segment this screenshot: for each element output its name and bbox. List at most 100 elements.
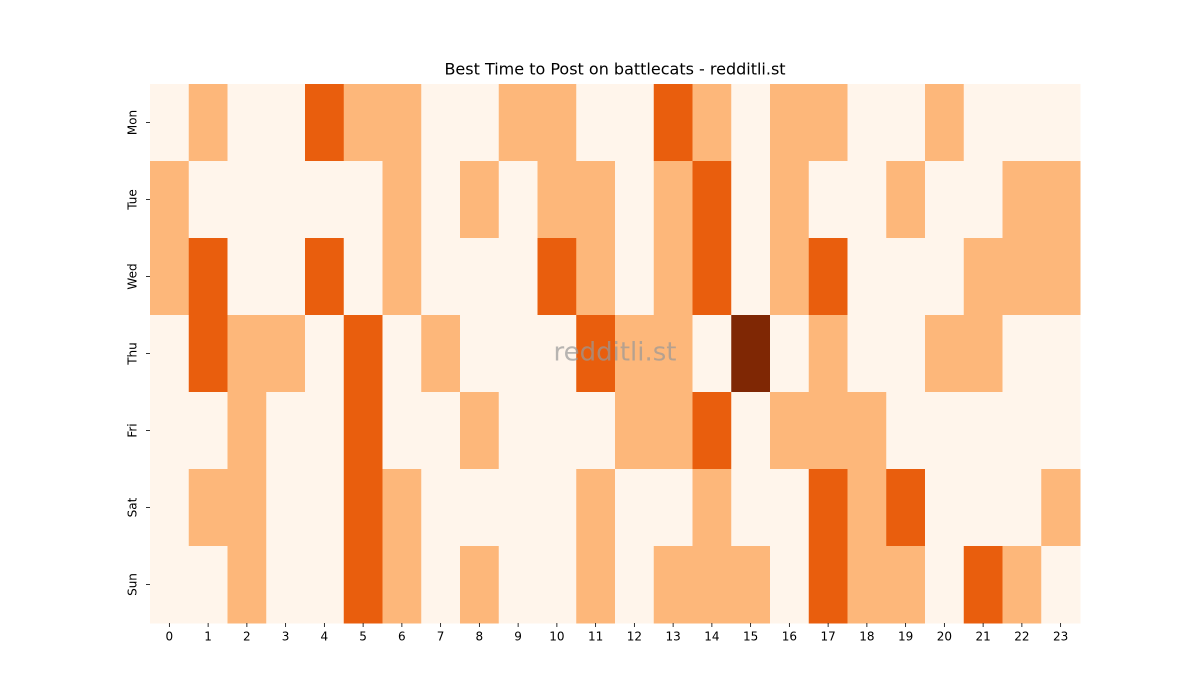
heatmap-cell <box>1041 546 1081 624</box>
heatmap-cell <box>1041 238 1081 316</box>
heatmap-cell <box>305 392 345 470</box>
heatmap-cell <box>576 315 616 393</box>
heatmap-cell <box>537 84 577 162</box>
heatmap-cell <box>343 238 383 316</box>
heatmap-cell <box>1041 161 1081 239</box>
x-tick-label: 18 <box>859 630 874 644</box>
heatmap-cell <box>305 315 345 393</box>
x-tick-label: 6 <box>398 630 406 644</box>
heatmap-cell <box>305 161 345 239</box>
heatmap-cell <box>847 469 887 547</box>
heatmap-cell <box>460 84 500 162</box>
heatmap-cell <box>227 315 267 393</box>
x-tick-label: 16 <box>782 630 797 644</box>
heatmap-cell <box>692 469 732 547</box>
y-tick-label: Tue <box>126 189 140 211</box>
heatmap-cell <box>886 469 926 547</box>
heatmap-cell <box>808 84 848 162</box>
heatmap-cell <box>925 469 965 547</box>
heatmap-cell <box>188 161 228 239</box>
x-tick-label: 10 <box>549 630 564 644</box>
heatmap-cell <box>847 392 887 470</box>
x-tick-label: 5 <box>359 630 367 644</box>
heatmap-cell <box>227 84 267 162</box>
heatmap-cell <box>886 546 926 624</box>
heatmap-cell <box>150 238 190 316</box>
heatmap-cell <box>266 469 306 547</box>
heatmap-cell <box>808 546 848 624</box>
x-tick-label: 2 <box>243 630 251 644</box>
chart-title: Best Time to Post on battlecats - reddit… <box>444 60 785 79</box>
y-tick-label: Thu <box>126 342 140 366</box>
heatmap-cell <box>188 546 228 624</box>
x-tick-label: 4 <box>321 630 329 644</box>
heatmap-cell <box>227 392 267 470</box>
heatmap-cell <box>925 84 965 162</box>
heatmap-cell <box>421 161 461 239</box>
x-tick-label: 19 <box>898 630 913 644</box>
heatmap-cell <box>886 84 926 162</box>
heatmap-cell <box>770 238 810 316</box>
heatmap-cell <box>925 546 965 624</box>
heatmap-cell <box>731 161 771 239</box>
heatmap-cell <box>847 238 887 316</box>
heatmap-cell <box>925 161 965 239</box>
heatmap-cell <box>692 238 732 316</box>
heatmap-cell <box>1002 392 1042 470</box>
heatmap-cell <box>770 469 810 547</box>
heatmap-cell <box>808 469 848 547</box>
heatmap-cell <box>692 161 732 239</box>
heatmap-cell <box>653 392 693 470</box>
heatmap-cell <box>731 315 771 393</box>
heatmap-cell <box>847 161 887 239</box>
heatmap-cell <box>421 546 461 624</box>
y-tick-label: Wed <box>126 263 140 289</box>
heatmap-cell <box>227 469 267 547</box>
heatmap-cell <box>343 469 383 547</box>
heatmap-cell <box>808 392 848 470</box>
x-tick-label: 23 <box>1053 630 1068 644</box>
heatmap-cell <box>653 84 693 162</box>
heatmap-cell <box>576 469 616 547</box>
heatmap-cell <box>615 84 655 162</box>
heatmap-cell <box>537 315 577 393</box>
heatmap-cell <box>498 315 538 393</box>
heatmap-cell <box>537 546 577 624</box>
y-tick-label: Mon <box>126 110 140 135</box>
heatmap-cell <box>343 546 383 624</box>
heatmap-cell <box>498 469 538 547</box>
heatmap-cell <box>731 469 771 547</box>
heatmap-cell <box>731 546 771 624</box>
heatmap-cell <box>615 238 655 316</box>
heatmap-cell <box>1002 84 1042 162</box>
heatmap-cell <box>266 315 306 393</box>
heatmap-cell <box>1002 315 1042 393</box>
heatmap-cell <box>382 469 422 547</box>
heatmap-cell <box>460 469 500 547</box>
heatmap-cell <box>305 546 345 624</box>
heatmap-cell <box>731 238 771 316</box>
heatmap-cell <box>615 161 655 239</box>
heatmap-cell <box>692 315 732 393</box>
heatmap-cell <box>266 84 306 162</box>
heatmap-cell <box>576 392 616 470</box>
heatmap-cell <box>498 392 538 470</box>
heatmap-cell <box>1002 238 1042 316</box>
heatmap-cell <box>421 315 461 393</box>
heatmap-cell <box>692 546 732 624</box>
heatmap-cell <box>343 392 383 470</box>
heatmap-cell <box>421 392 461 470</box>
heatmap-cell <box>1002 469 1042 547</box>
x-tick-label: 1 <box>204 630 212 644</box>
heatmap-cell <box>925 392 965 470</box>
heatmap-cell <box>343 161 383 239</box>
heatmap-cell <box>847 315 887 393</box>
heatmap-cell <box>886 315 926 393</box>
heatmap-cell <box>498 546 538 624</box>
heatmap-cell <box>886 238 926 316</box>
heatmap-cell <box>266 238 306 316</box>
heatmap-cell <box>963 161 1003 239</box>
heatmap-cell <box>421 84 461 162</box>
